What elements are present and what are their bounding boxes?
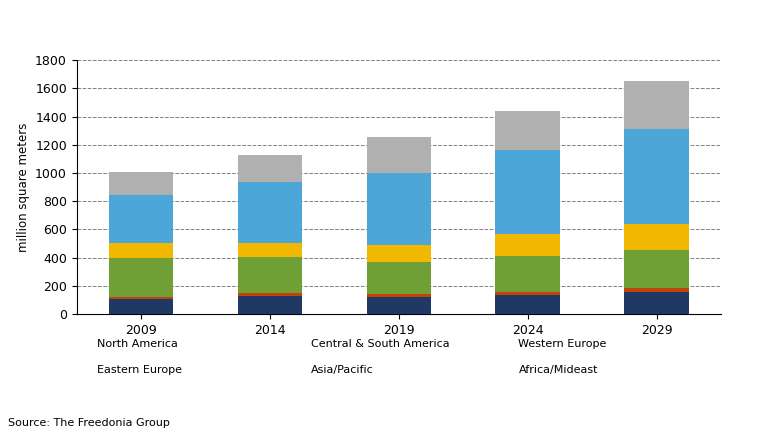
Text: Western Europe: Western Europe	[518, 339, 607, 350]
Bar	[624, 81, 689, 129]
Text: Africa/Mideast: Africa/Mideast	[518, 365, 598, 375]
Bar	[109, 299, 173, 314]
Bar	[367, 297, 431, 314]
Bar	[238, 243, 302, 257]
Bar	[495, 234, 560, 256]
Bar	[367, 137, 431, 173]
Bar	[624, 292, 689, 314]
Bar	[624, 250, 689, 288]
Bar	[367, 245, 431, 262]
Bar	[238, 182, 302, 243]
Bar	[495, 295, 560, 314]
Bar	[495, 256, 560, 292]
Bar	[367, 262, 431, 294]
Bar	[109, 258, 173, 297]
Bar	[238, 295, 302, 314]
Bar	[109, 195, 173, 243]
Bar	[624, 224, 689, 250]
Bar	[624, 288, 689, 292]
Y-axis label: million square meters: million square meters	[17, 123, 30, 252]
Bar	[109, 243, 173, 258]
Text: Source: The Freedonia Group: Source: The Freedonia Group	[8, 418, 170, 428]
Bar	[238, 257, 302, 293]
Text: Central & South America: Central & South America	[311, 339, 450, 350]
Text: Figure 3-2 | Global Laminate Flooring Demand by Region, 2009 – 2029 (million squ: Figure 3-2 | Global Laminate Flooring De…	[9, 19, 568, 32]
Bar	[367, 294, 431, 297]
Bar	[238, 293, 302, 295]
Bar	[624, 129, 689, 224]
Text: Asia/Pacific: Asia/Pacific	[311, 365, 374, 375]
Bar	[495, 292, 560, 295]
Bar	[109, 297, 173, 299]
Text: North America: North America	[97, 339, 177, 350]
Bar	[238, 155, 302, 182]
Bar	[495, 111, 560, 150]
Bar	[109, 172, 173, 195]
Text: Freedonia®: Freedonia®	[609, 68, 691, 81]
Bar	[495, 150, 560, 234]
Bar	[367, 173, 431, 245]
Text: Eastern Europe: Eastern Europe	[97, 365, 182, 375]
